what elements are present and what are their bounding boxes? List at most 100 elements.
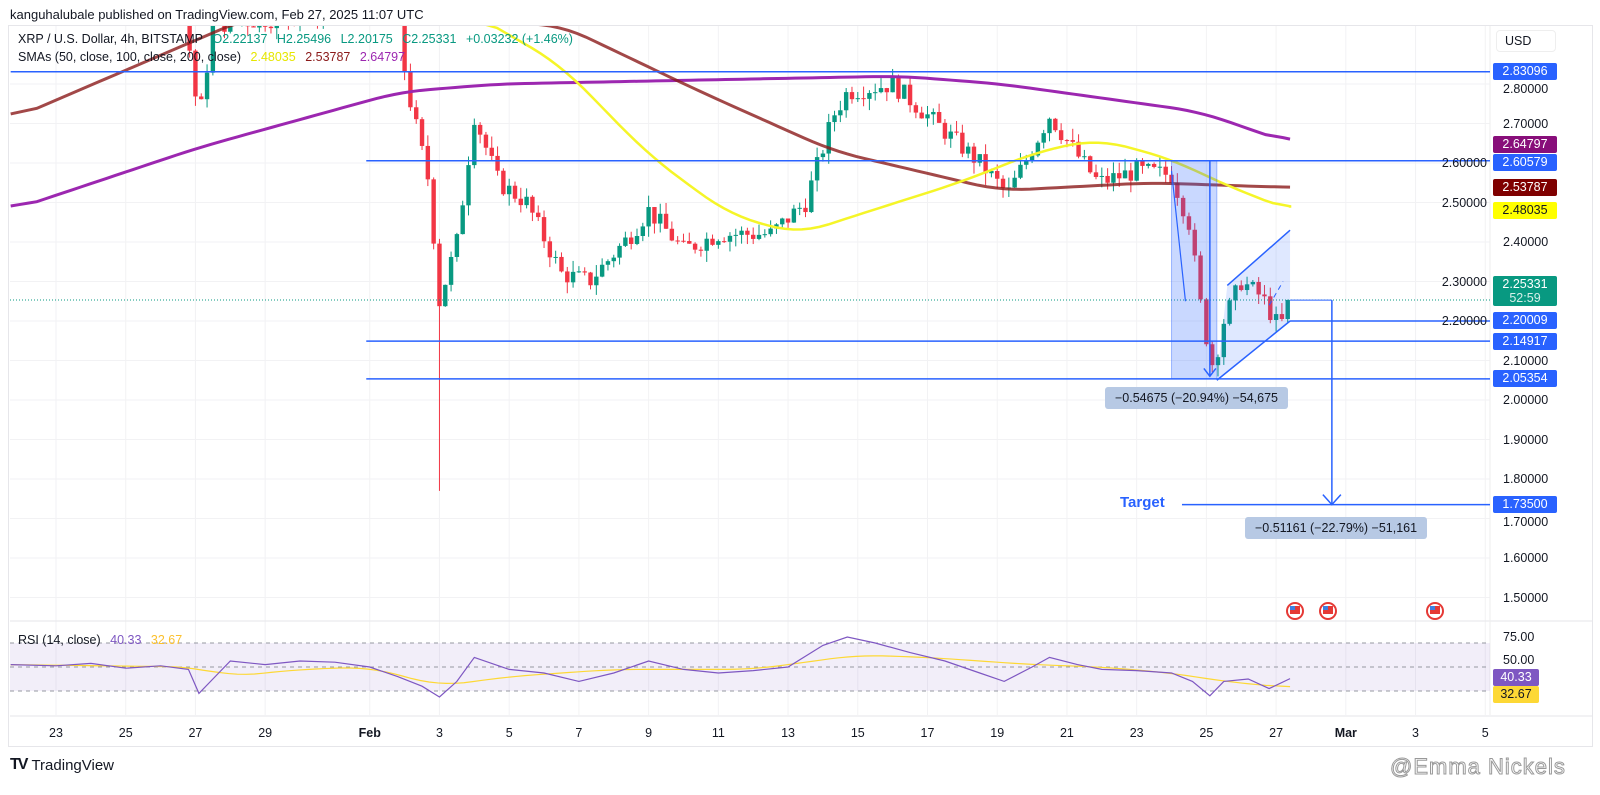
- candle: [1198, 251, 1203, 303]
- symbol-name: XRP / U.S. Dollar, 4h, BITSTAMP: [18, 32, 204, 46]
- sma-legend: SMAs (50, close, 100, close, 200, close)…: [18, 50, 411, 64]
- published-by: kanguhalubale published on TradingView.c…: [10, 7, 424, 22]
- candle: [843, 88, 849, 118]
- candle: [809, 171, 814, 214]
- drawn-trendline: [1170, 170, 1187, 302]
- candle: [1146, 162, 1151, 169]
- price-tick-label: 2.50000: [1441, 195, 1487, 210]
- currency-button[interactable]: USD: [1496, 30, 1556, 52]
- candle: [228, 26, 233, 34]
- candle: [518, 187, 523, 213]
- candle-body: [861, 98, 866, 100]
- candle: [241, 26, 243, 27]
- candle-body: [1093, 172, 1099, 177]
- candle: [199, 93, 204, 100]
- candle: [1273, 306, 1279, 332]
- candle-body: [1268, 296, 1273, 320]
- candle: [762, 229, 768, 238]
- candle-body: [658, 213, 663, 224]
- candle-body: [948, 131, 953, 139]
- candle-body: [1082, 156, 1087, 158]
- candle: [1285, 299, 1290, 324]
- ohlc-close: C2.25331: [402, 32, 457, 46]
- sma50-line: [485, 26, 1292, 231]
- candle: [820, 149, 826, 162]
- candle: [698, 246, 704, 257]
- candle-body: [1227, 300, 1232, 324]
- candle-body: [1163, 166, 1168, 175]
- candle: [547, 236, 553, 268]
- candle: [1215, 354, 1221, 377]
- candle-body: [1134, 161, 1139, 181]
- candle: [1053, 117, 1058, 133]
- candle-body: [960, 132, 965, 154]
- arrow-head-icon: [1322, 494, 1342, 506]
- candle: [309, 0, 313, 21]
- candle-body: [298, 19, 302, 24]
- price-tick-label: 1.50000: [1503, 590, 1549, 605]
- candle: [1087, 155, 1093, 174]
- candle-body: [368, 3, 372, 8]
- chart-frame[interactable]: [8, 25, 1593, 747]
- candle-body: [1128, 170, 1134, 181]
- candle: [965, 142, 971, 159]
- level-price-tag: 2.60579: [1493, 153, 1557, 171]
- candle-body: [855, 98, 860, 100]
- price-tick-label: 2.60000: [1441, 156, 1487, 170]
- candle-body: [698, 249, 704, 251]
- candle-body: [1192, 229, 1197, 256]
- candle-body: [466, 165, 471, 206]
- rsi-legend: RSI (14, close) 40.33 32.67: [18, 633, 188, 647]
- candle: [721, 237, 727, 243]
- candle-body: [286, 13, 290, 19]
- candle-body: [733, 234, 738, 236]
- candle-body: [873, 92, 878, 94]
- candle-body: [397, 5, 401, 25]
- candle-body: [820, 153, 826, 158]
- candle-body: [373, 9, 377, 16]
- candle: [466, 156, 471, 216]
- candle-body: [210, 26, 216, 73]
- candle: [663, 202, 669, 229]
- flag-canton: [1323, 606, 1328, 610]
- candle: [838, 100, 843, 123]
- date-tick-label: 5: [505, 726, 513, 740]
- candle: [304, 11, 308, 25]
- candle: [524, 188, 529, 209]
- candle: [634, 228, 640, 246]
- ohlc-open: O2.22137: [212, 32, 268, 46]
- candle: [983, 144, 988, 185]
- candle-body: [506, 185, 512, 195]
- candle: [327, 1, 331, 23]
- candle: [262, 26, 268, 32]
- candle: [350, 0, 354, 22]
- candle: [814, 147, 820, 192]
- candle-body: [942, 122, 948, 139]
- candle-body: [443, 284, 448, 307]
- candle: [756, 224, 762, 241]
- date-tick-label: 13: [781, 726, 795, 740]
- candle-body: [1151, 163, 1157, 167]
- candle-body: [408, 72, 413, 108]
- candle: [293, 26, 295, 27]
- tradingview-logo[interactable]: TV TradingView: [10, 756, 114, 774]
- level-price-tag: 2.05354: [1493, 370, 1557, 388]
- candle: [414, 100, 419, 124]
- date-tick-label: 25: [118, 726, 133, 740]
- rsi-ma-value: 32.67: [150, 633, 183, 647]
- candle-body: [582, 271, 587, 273]
- candle: [182, 0, 186, 17]
- candle-body: [1215, 357, 1221, 366]
- date-tick-label: 25: [1199, 726, 1214, 740]
- candle: [971, 142, 977, 174]
- candle-body: [1041, 133, 1046, 143]
- rsi-tick-label: 75.00: [1503, 630, 1535, 644]
- candle: [280, 5, 284, 16]
- candle: [216, 16, 220, 22]
- candle-body: [274, 26, 279, 29]
- candle-body: [1175, 182, 1180, 198]
- candle: [1262, 285, 1267, 305]
- candle: [391, 0, 395, 5]
- candle: [1122, 158, 1128, 179]
